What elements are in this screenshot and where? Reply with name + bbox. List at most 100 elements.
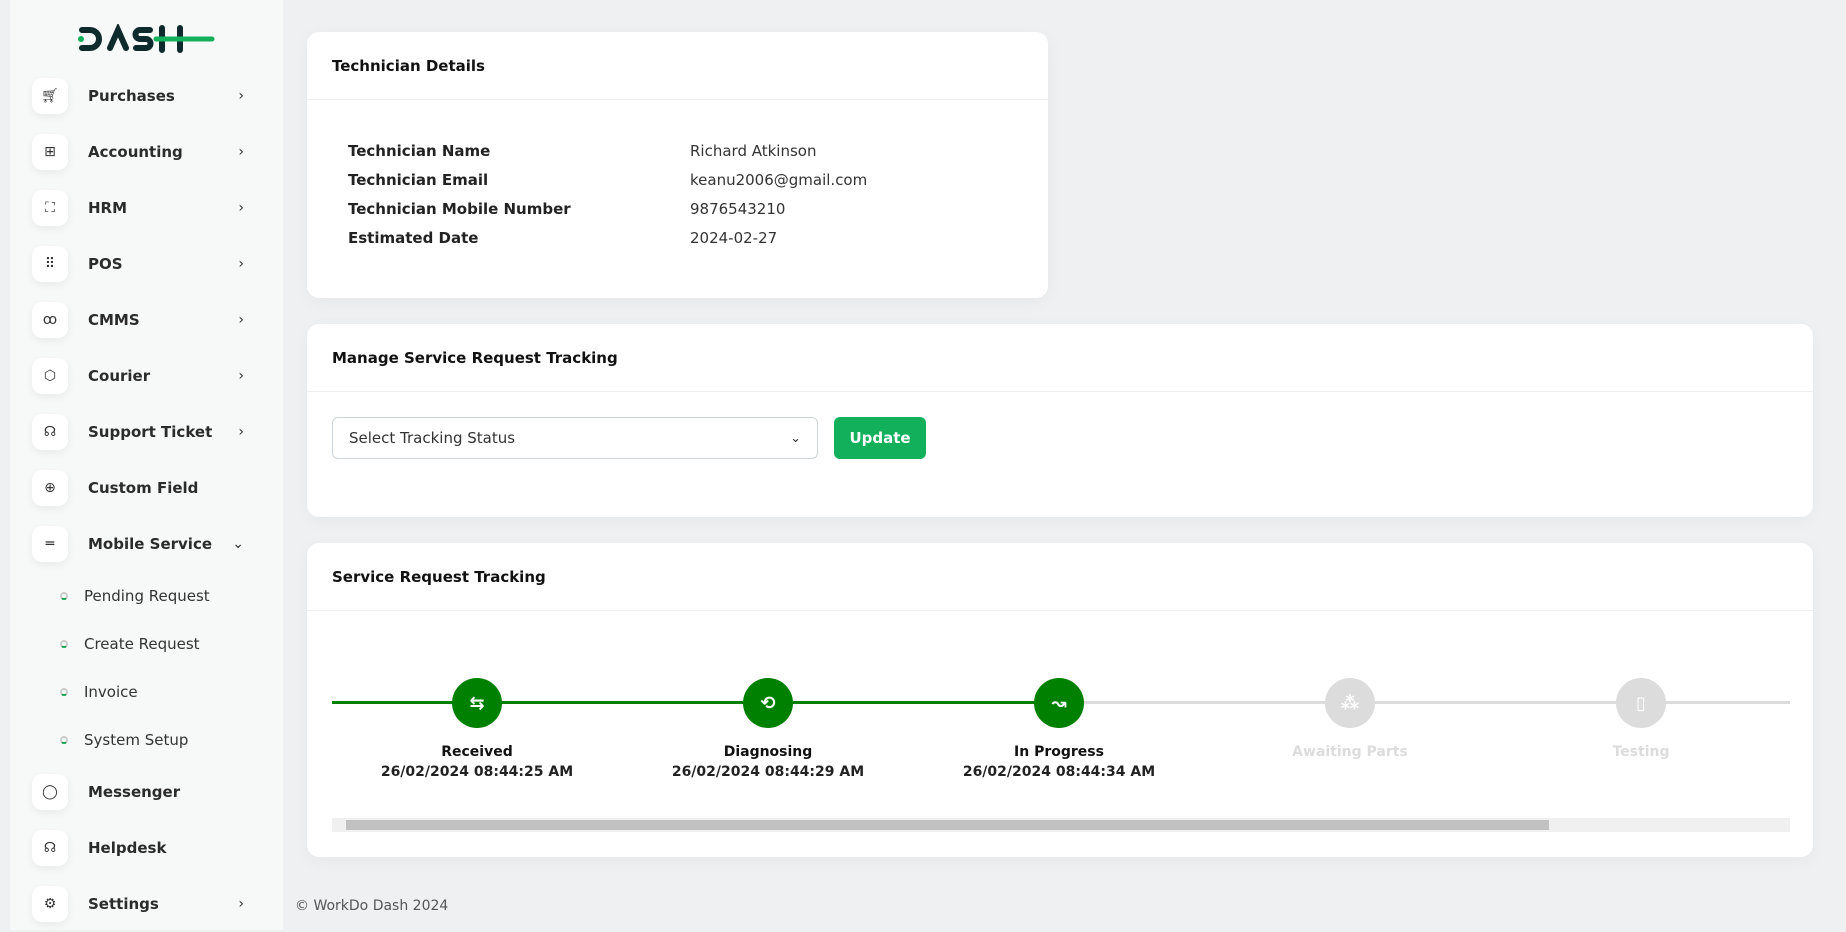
sidebar: 🛒︎ Purchases › ⊞ Accounting › ⛶ HRM › ⠿ POS › ꝏ CMMS ›… bbox=[10, 0, 283, 930]
progress-line-pending bbox=[1084, 701, 1790, 704]
progress-line-done bbox=[332, 701, 1084, 704]
detail-label: Estimated Date bbox=[348, 228, 479, 247]
menu-icon: ═ bbox=[32, 526, 68, 562]
sidebar-subitem[interactable]: Create Request bbox=[32, 620, 282, 668]
sidebar-item-mobile-service[interactable]: ═ Mobile Service ⌄ bbox=[32, 516, 282, 572]
headset-icon: ☊ bbox=[32, 414, 68, 450]
update-button[interactable]: Update bbox=[834, 417, 926, 459]
tracking-step: ⟲ Diagnosing 26/02/2024 08:44:29 AM bbox=[668, 678, 868, 780]
detail-label: Technician Mobile Number bbox=[348, 199, 571, 218]
detail-value: keanu2006@gmail.com bbox=[690, 170, 868, 189]
tracking-status-select[interactable]: Select Tracking Status ⌄ bbox=[332, 417, 818, 459]
technician-details-card: Technician Details Technician Name Richar… bbox=[307, 32, 1048, 298]
cart-icon: 🛒︎ bbox=[32, 78, 68, 114]
box-icon: ⬡ bbox=[32, 358, 68, 394]
subitem-label: Pending Request bbox=[84, 587, 210, 605]
tracking-step: ⁂ Awaiting Parts bbox=[1250, 678, 1450, 764]
sidebar-item-courier[interactable]: ⬡ Courier › bbox=[32, 348, 282, 404]
tracking-step: ↝ In Progress 26/02/2024 08:44:34 AM bbox=[959, 678, 1159, 780]
sidebar-item-label: Accounting bbox=[88, 143, 183, 161]
chevron-right-icon: › bbox=[238, 312, 244, 328]
chevron-right-icon: › bbox=[238, 88, 244, 104]
tracking-step: ▯ Testing bbox=[1541, 678, 1741, 764]
sidebar-item-label: CMMS bbox=[88, 311, 140, 329]
device-icon: ▯ bbox=[1616, 678, 1666, 728]
detail-row: Technician Mobile Number 9876543210 bbox=[348, 194, 1048, 223]
sidebar-item-purchases[interactable]: 🛒︎ Purchases › bbox=[32, 68, 282, 124]
card-title: Service Request Tracking bbox=[307, 543, 1813, 611]
bullet-icon bbox=[60, 736, 68, 744]
step-name: In Progress bbox=[1014, 744, 1104, 760]
subitem-label: Invoice bbox=[84, 683, 138, 701]
detail-value: 9876543210 bbox=[690, 199, 786, 218]
sidebar-item-messenger[interactable]: ◯ Messenger bbox=[32, 764, 282, 820]
chevron-right-icon: › bbox=[238, 896, 244, 912]
chevron-down-icon: ⌄ bbox=[790, 430, 801, 446]
sidebar-item-support-ticket[interactable]: ☊ Support Ticket › bbox=[32, 404, 282, 460]
detail-value: Richard Atkinson bbox=[690, 141, 817, 160]
repeat-icon: ⟲ bbox=[743, 678, 793, 728]
sidebar-item-label: Helpdesk bbox=[88, 839, 167, 857]
trend-icon: ↝ bbox=[1034, 678, 1084, 728]
chevron-right-icon: › bbox=[238, 144, 244, 160]
sidebar-item-settings[interactable]: ⚙ Settings › bbox=[32, 876, 282, 932]
sidebar-subitem[interactable]: Pending Request bbox=[32, 572, 282, 620]
chevron-down-icon: ⌄ bbox=[232, 536, 244, 552]
detail-label: Technician Name bbox=[348, 141, 491, 160]
grid-plus-icon: ⊞ bbox=[32, 134, 68, 170]
sidebar-item-custom-field[interactable]: ⊕ Custom Field bbox=[32, 460, 282, 516]
sidebar-item-label: Settings bbox=[88, 895, 159, 913]
manage-tracking-card: Manage Service Request Tracking Select T… bbox=[307, 324, 1813, 517]
chat-icon: ◯ bbox=[32, 774, 68, 810]
dash-logo bbox=[78, 24, 215, 53]
scrollbar-thumb[interactable] bbox=[346, 820, 1549, 830]
sidebar-item-label: Courier bbox=[88, 367, 151, 385]
card-title: Technician Details bbox=[307, 32, 1048, 100]
tracking-timeline: ⇆ Received 26/02/2024 08:44:25 AM ⟲ Diagnosi… bbox=[332, 543, 1790, 857]
select-value: Select Tracking Status bbox=[349, 429, 516, 447]
tracking-step: ⇆ Received 26/02/2024 08:44:25 AM bbox=[377, 678, 577, 780]
gear-icon: ⚙ bbox=[32, 886, 68, 922]
sidebar-subitem[interactable]: System Setup bbox=[32, 716, 282, 764]
detail-label: Technician Email bbox=[348, 170, 489, 189]
sidebar-item-label: Purchases bbox=[88, 87, 175, 105]
horizontal-scrollbar[interactable] bbox=[332, 818, 1790, 832]
sidebar-item-accounting[interactable]: ⊞ Accounting › bbox=[32, 124, 282, 180]
sidebar-item-label: Mobile Service bbox=[88, 535, 213, 553]
chevron-right-icon: › bbox=[238, 368, 244, 384]
sidebar-item-label: Support Ticket bbox=[88, 423, 213, 441]
bullet-icon bbox=[60, 640, 68, 648]
sidebar-item-label: Custom Field bbox=[88, 479, 199, 497]
footer-copyright: © WorkDo Dash 2024 bbox=[295, 898, 449, 914]
sidebar-item-pos[interactable]: ⠿ POS › bbox=[32, 236, 282, 292]
subitem-label: Create Request bbox=[84, 635, 200, 653]
step-name: Testing bbox=[1612, 744, 1670, 760]
step-date: 26/02/2024 08:44:34 AM bbox=[962, 764, 1156, 780]
step-name: Received bbox=[441, 744, 513, 760]
chevron-right-icon: › bbox=[238, 200, 244, 216]
step-date: 26/02/2024 08:44:29 AM bbox=[671, 764, 865, 780]
user-scan-icon: ⛶ bbox=[32, 190, 68, 226]
sidebar-item-cmms[interactable]: ꝏ CMMS › bbox=[32, 292, 282, 348]
chevron-right-icon: › bbox=[238, 256, 244, 272]
step-name: Awaiting Parts bbox=[1292, 744, 1408, 760]
detail-row: Estimated Date 2024-02-27 bbox=[348, 223, 1048, 252]
bullet-icon bbox=[60, 592, 68, 600]
bullet-icon bbox=[60, 688, 68, 696]
step-name: Diagnosing bbox=[723, 744, 813, 760]
subitem-label: System Setup bbox=[84, 731, 189, 749]
detail-row: Technician Name Richard Atkinson bbox=[348, 136, 1048, 165]
sidebar-item-hrm[interactable]: ⛶ HRM › bbox=[32, 180, 282, 236]
arrows-swap-icon: ⇆ bbox=[452, 678, 502, 728]
sidebar-subitem[interactable]: Invoice bbox=[32, 668, 282, 716]
headset-icon: ☊ bbox=[32, 830, 68, 866]
tracking-card: Service Request Tracking ⇆ Received 26/02/… bbox=[307, 543, 1813, 857]
plus-circle-icon: ⊕ bbox=[32, 470, 68, 506]
sidebar-item-label: Messenger bbox=[88, 783, 181, 801]
detail-value: 2024-02-27 bbox=[690, 228, 778, 247]
chevron-right-icon: › bbox=[238, 424, 244, 440]
sidebar-item-helpdesk[interactable]: ☊ Helpdesk bbox=[32, 820, 282, 876]
circles-icon: ꝏ bbox=[32, 302, 68, 338]
circles-icon: ⁂ bbox=[1325, 678, 1375, 728]
detail-row: Technician Email keanu2006@gmail.com bbox=[348, 165, 1048, 194]
